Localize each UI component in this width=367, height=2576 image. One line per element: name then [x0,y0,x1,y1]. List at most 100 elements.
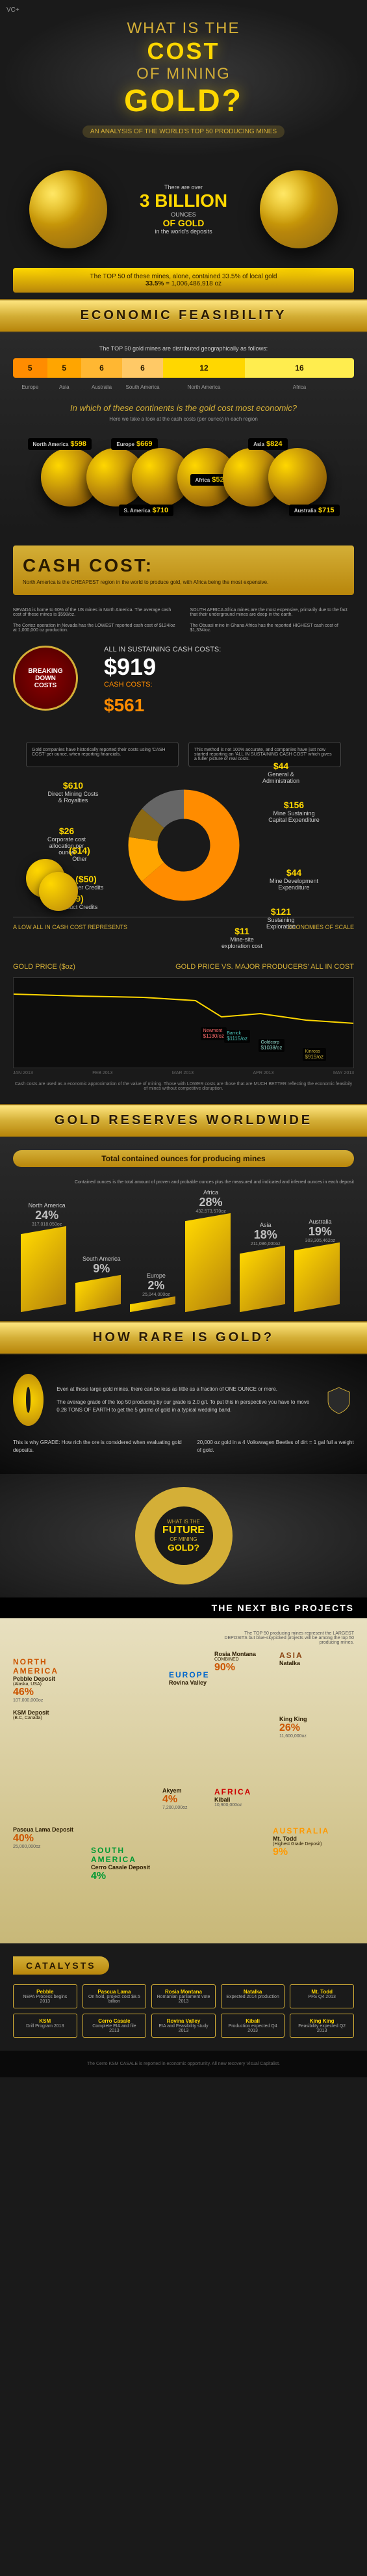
catalyst-item: Rosia MontanaRomanian parliament vote 20… [151,1984,216,2008]
breakdown-notes: Gold companies have historically reporte… [13,735,354,774]
reserve-bar: North America24%317,018,050oz [21,1197,73,1308]
catalyst-item: KSMDrill Program 2013 [13,2014,77,2038]
reserves-subtitle: Total contained ounces for producing min… [13,1150,354,1167]
next-projects-title: THE NEXT BIG PROJECTS [0,1597,367,1618]
title-line1: WHAT IS THE [13,20,354,38]
chart-xlabel: MAR 2013 [172,1071,194,1075]
region-cost-tag: Europe $669 [111,438,157,450]
region-cost-tag: Asia $824 [248,438,287,450]
dist-label: Australia [81,384,122,390]
note1: Gold companies have historically reporte… [26,742,179,767]
cash-right: SOUTH AFRICA Africa mines are the most e… [190,608,355,617]
cost-globes: North America $598Europe $669S. America … [13,435,354,519]
footer-l: A LOW ALL IN CASH COST REPRESENTS [13,924,127,930]
feasibility-question: In which of these continents is the gold… [19,403,348,413]
project-item: AUSTRALIAMt. Todd(Highest Grade Deposit)… [273,1826,338,1858]
chart-note: Cash costs are used as a economic approx… [13,1082,354,1091]
future-ring-icon: WHAT IS THE FUTURE OF MINING GOLD? [135,1487,233,1584]
shield-icon [323,1374,354,1426]
chart-point-label: Barrick$1115/oz [224,1030,250,1043]
title-line4: GOLD? [13,83,354,119]
cost-item: ($14)Other [54,845,106,862]
cash-cost-bottom: The Cortez operation in Nevada has the L… [0,624,367,633]
project-item: KSM Deposit(B.C, Canada) [13,1709,78,1720]
cost-item: $156Mine Sustaining Capital Expenditure [268,800,320,823]
cost-item: $44Mine Development Expenditure [268,867,320,891]
dist-text: The TOP 50 gold mines are distributed ge… [13,345,354,352]
catalyst-item: Cerro CasaleComplete EIA and file 2013 [82,2014,147,2038]
f4: GOLD? [168,1542,199,1553]
f1: WHAT IS THE [167,1519,200,1525]
reserves-section: Total contained ounces for producing min… [0,1137,367,1321]
rare-t2: The average grade of the top 50 producin… [57,1399,310,1414]
intro-sub: in the world's deposits [140,228,227,235]
header-section: VC+ WHAT IS THE COST OF MINING GOLD? AN … [0,0,367,157]
dist-label: South America [122,384,163,390]
f3: OF MINING [170,1536,197,1542]
reserve-bar: South America9% [75,1250,127,1308]
project-item: King King26%11,600,000oz [279,1716,344,1739]
reserves-title: GOLD RESERVES WORLDWIDE [0,1104,367,1137]
footer-r: ECONOMIES OF SCALE [288,924,354,930]
rare-section: Even at these large gold mines, there ca… [0,1354,367,1474]
rare-content-1: Even at these large gold mines, there ca… [13,1374,354,1426]
breaking-badge: BREAKING DOWN COSTS [13,646,78,711]
project-item: AFRICAKibali10,900,000oz [214,1787,279,1807]
logo: VC+ [6,7,19,14]
chart-xlabel: JAN 2013 [13,1071,33,1075]
cash-value: $561 [104,695,354,716]
badge1: BREAKING [28,668,62,675]
project-item: Pascua Lama Deposit40%25,000,000oz [13,1826,78,1849]
note2: This method is not 100% accurate, and co… [188,742,341,767]
future-desc: The TOP 50 producing mines represent the… [224,1631,354,1645]
cash-br: The Obuasi mine in Ghana Africa has the … [190,624,355,633]
region-cost-tag: Australia $715 [289,505,340,516]
project-item: ASIANatalka [279,1651,344,1666]
f2: FUTURE [162,1525,205,1536]
rare-t4: 20,000 oz gold in a 4 Volkswagen Beetles… [197,1439,354,1454]
feasibility-qsub: Here we take a look at the cash costs (p… [13,416,354,422]
price-chart: Newmont$1130/ozBarrick$1115/oz Goldcorp$1… [13,977,354,1068]
reserve-bar: Asia18%211,086,000oz [240,1216,292,1308]
rare-t3: This is why GRADE: How rich the ore is c… [13,1439,184,1454]
chart-point-label: Goldcorp$1038/oz [259,1039,285,1052]
cash-left: NEVADA is home to 60% of the US mines in… [13,608,177,617]
cash-bl: The Cortez operation in Nevada has the L… [13,624,177,633]
catalyst-item: Rovina ValleyEIA and Feasibility study 2… [151,2014,216,2038]
ring-icon [13,1374,44,1426]
allin-value: $919 [104,653,354,681]
rare-content-2: This is why GRADE: How rich the ore is c… [13,1439,354,1454]
reserve-bar: Africa28%432,573,570oz [185,1184,237,1308]
breakdown-section: BREAKING DOWN COSTS ALL IN SUSTAINING CA… [0,633,367,950]
catalysts-section: CATALYSTS PebbleNEPA Process begins 2013… [0,1943,367,2051]
feasibility-title: ECONOMIC FEASIBILITY [0,299,367,332]
chart-point-label: Newmont$1130/oz [201,1027,227,1040]
rare-title: HOW RARE IS GOLD? [0,1321,367,1354]
chart-title-l: GOLD PRICE ($oz) [13,963,75,971]
cost-item: $26Corporate cost allocation per ounce [41,826,93,856]
subtitle: AN ANALYSIS OF THE WORLD'S TOP 50 PRODUC… [82,125,285,138]
project-item: NORTH AMERICAPebble Deposit(Alaska, USA)… [13,1657,78,1703]
catalyst-item: Mt. ToddPFS Q4 2013 [290,1984,354,2008]
dist-label: Africa [245,384,354,390]
coin-icon [39,872,78,911]
intro-banner: The TOP 50 of these mines, alone, contai… [13,268,354,293]
intro-unit: OUNCES [140,211,227,218]
cost-item: $610Direct Mining Costs & Royalties [47,780,99,804]
title-line3: OF MINING [13,65,354,83]
catalysts-title: CATALYSTS [13,1956,109,1975]
dist-label: Europe [13,384,47,390]
dist-segment: 5 [47,358,82,378]
rare-text-block: Even at these large gold mines, there ca… [57,1386,310,1414]
dist-segment: 12 [163,358,245,378]
dist-segment: 6 [81,358,122,378]
intro-globes: There are over 3 BILLION OUNCES OF GOLD … [0,157,367,261]
dist-segment: 16 [245,358,354,378]
intro-stat: There are over 3 BILLION OUNCES OF GOLD … [140,184,227,235]
region-cost-tag: North America $598 [28,438,92,450]
distribution-labels: EuropeAsiaAustraliaSouth AmericaNorth Am… [13,384,354,390]
chart-point-label: Kinross$919/oz [303,1048,326,1061]
globe-east-icon [260,170,338,248]
chart-xlabel: MAY 2013 [333,1071,354,1075]
chart-titles: GOLD PRICE ($oz) GOLD PRICE VS. MAJOR PR… [13,963,354,977]
